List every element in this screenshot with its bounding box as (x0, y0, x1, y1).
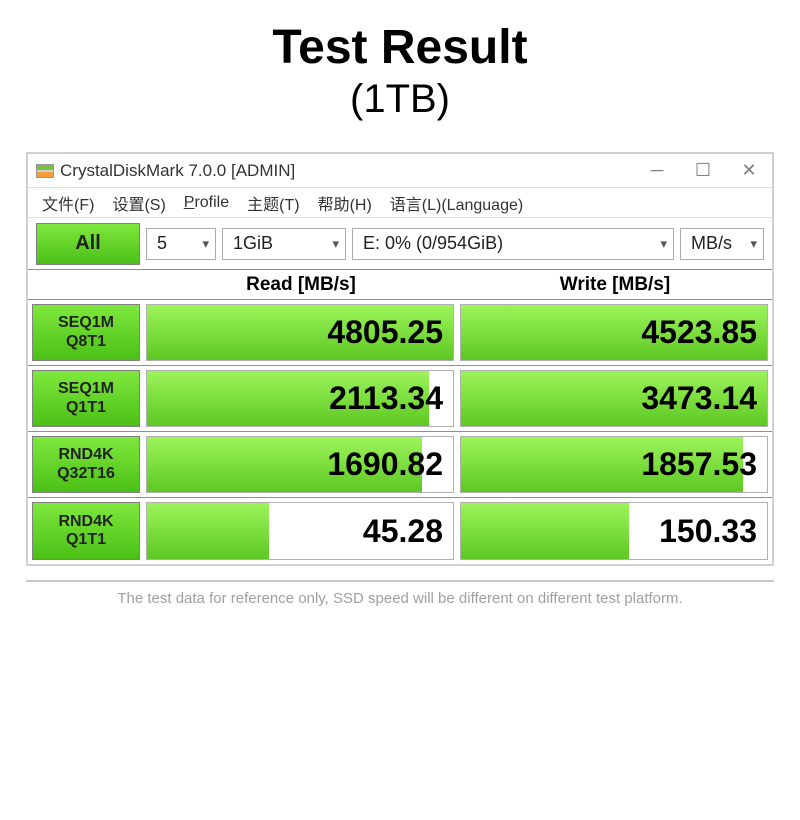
window-title: CrystalDiskMark 7.0.0 [ADMIN] (60, 161, 295, 181)
size-value: 1GiB (233, 233, 273, 254)
write-cell: 1857.53 (460, 436, 768, 493)
minimize-button[interactable]: ─ (634, 154, 680, 187)
column-headers: Read [MB/s] Write [MB/s] (28, 270, 772, 300)
maximize-button[interactable]: ☐ (680, 154, 726, 187)
write-bar (461, 503, 629, 559)
read-value: 1690.82 (327, 446, 443, 483)
menu-bar: 文件(F) 设置(S) Profile 主题(T) 帮助(H) 语言(L)(La… (28, 188, 772, 218)
window-controls: ─ ☐ ✕ (634, 154, 772, 187)
read-cell: 4805.25 (146, 304, 454, 361)
test-run-button[interactable]: RND4KQ1T1 (32, 502, 140, 560)
menu-help[interactable]: 帮助(H) (318, 191, 372, 215)
read-cell: 1690.82 (146, 436, 454, 493)
test-label-line1: RND4K (58, 446, 113, 464)
footer-disclaimer: The test data for reference only, SSD sp… (26, 580, 774, 607)
unit-value: MB/s (691, 233, 732, 254)
write-value: 3473.14 (641, 380, 757, 417)
page-subtitle: (1TB) (0, 77, 800, 122)
results-grid: SEQ1MQ8T14805.254523.85SEQ1MQ1T12113.343… (28, 300, 772, 564)
controls-row: All 5 ▾ 1GiB ▾ E: 0% (0/954GiB) ▾ MB/s ▾ (28, 218, 772, 270)
result-row: RND4KQ1T1 45.28 150.33 (28, 498, 772, 564)
test-label-line1: RND4K (58, 513, 113, 531)
menu-language[interactable]: 语言(L)(Language) (390, 191, 523, 215)
test-run-button[interactable]: SEQ1MQ1T1 (32, 370, 140, 427)
test-label-line2: Q1T1 (66, 399, 106, 417)
result-row: RND4KQ32T16 1690.82 1857.53 (28, 432, 772, 498)
drive-value: E: 0% (0/954GiB) (363, 233, 503, 254)
menu-settings[interactable]: 设置(S) (112, 191, 165, 215)
test-label-line1: SEQ1M (58, 314, 114, 332)
write-value: 4523.85 (641, 314, 757, 351)
page-title: Test Result (0, 20, 800, 75)
app-icon (36, 164, 54, 178)
write-cell: 3473.14 (460, 370, 768, 427)
menu-profile[interactable]: Profile (184, 194, 229, 212)
chevron-down-icon: ▾ (750, 236, 757, 252)
read-cell: 45.28 (146, 502, 454, 560)
read-bar (147, 503, 269, 559)
unit-dropdown[interactable]: MB/s ▾ (680, 228, 764, 260)
drive-dropdown[interactable]: E: 0% (0/954GiB) ▾ (352, 228, 674, 260)
read-header: Read [MB/s] (144, 274, 458, 296)
read-cell: 2113.34 (146, 370, 454, 427)
size-dropdown[interactable]: 1GiB ▾ (222, 228, 346, 260)
menu-file[interactable]: 文件(F) (42, 191, 94, 215)
test-run-button[interactable]: RND4KQ32T16 (32, 436, 140, 493)
app-window: CrystalDiskMark 7.0.0 [ADMIN] ─ ☐ ✕ 文件(F… (26, 152, 774, 566)
close-button[interactable]: ✕ (726, 154, 772, 187)
run-all-button[interactable]: All (36, 223, 140, 265)
write-cell: 4523.85 (460, 304, 768, 361)
result-row: SEQ1MQ8T1 4805.25 4523.85 (28, 300, 772, 366)
read-value: 4805.25 (327, 314, 443, 351)
result-row: SEQ1MQ1T1 2113.34 3473.14 (28, 366, 772, 432)
write-value: 1857.53 (641, 446, 757, 483)
write-header: Write [MB/s] (458, 274, 772, 296)
write-value: 150.33 (659, 513, 757, 550)
test-label-line2: Q1T1 (66, 531, 106, 549)
test-label-line1: SEQ1M (58, 380, 114, 398)
titlebar: CrystalDiskMark 7.0.0 [ADMIN] ─ ☐ ✕ (28, 154, 772, 188)
test-run-button[interactable]: SEQ1MQ8T1 (32, 304, 140, 361)
write-cell: 150.33 (460, 502, 768, 560)
chevron-down-icon: ▾ (660, 236, 667, 252)
runs-dropdown[interactable]: 5 ▾ (146, 228, 216, 260)
chevron-down-icon: ▾ (332, 236, 339, 252)
test-label-line2: Q8T1 (66, 333, 106, 351)
read-value: 45.28 (363, 513, 443, 550)
test-label-line2: Q32T16 (57, 465, 115, 483)
chevron-down-icon: ▾ (202, 236, 209, 252)
read-value: 2113.34 (329, 380, 443, 417)
menu-theme[interactable]: 主题(T) (247, 191, 299, 215)
runs-value: 5 (157, 233, 167, 254)
